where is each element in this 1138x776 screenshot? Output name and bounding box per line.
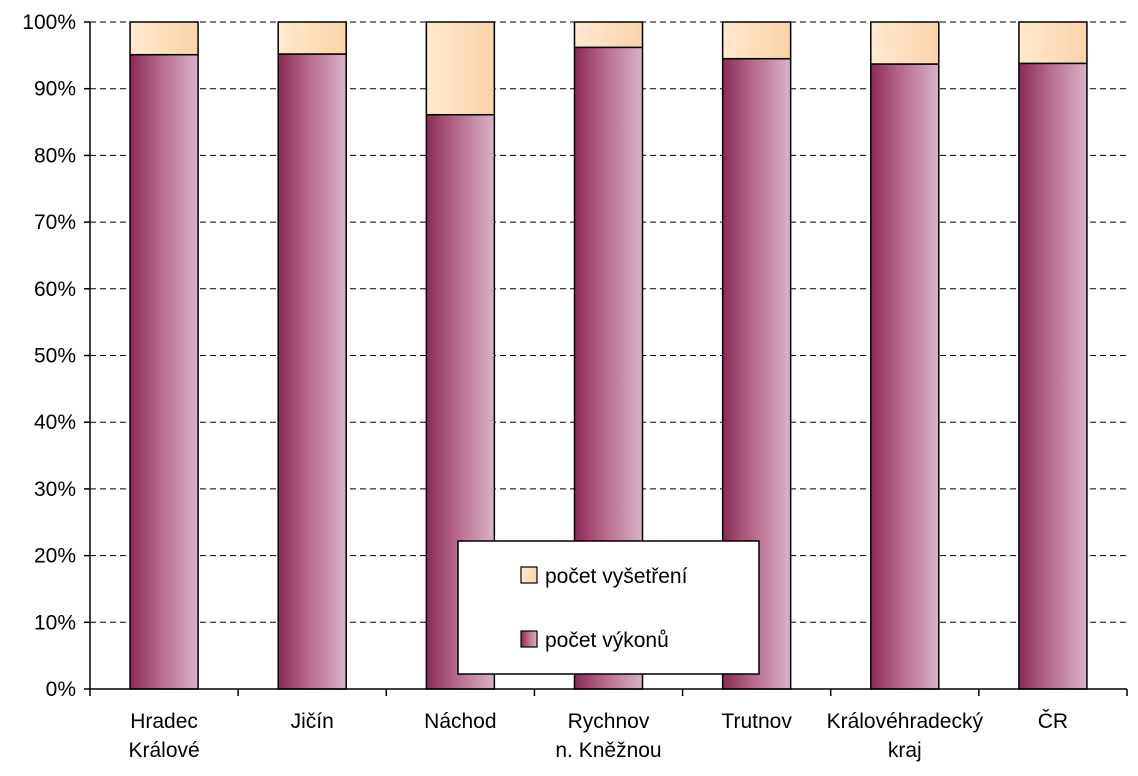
bar-segment-pocet-vysetreni bbox=[277, 21, 347, 55]
x-category-label: Jičín bbox=[291, 710, 334, 733]
x-category-label: Trutnov bbox=[721, 710, 792, 733]
bar-segment-pocet-vykonu bbox=[1018, 62, 1088, 690]
x-category-label: Rychnov bbox=[568, 710, 650, 733]
y-tick-label: 90% bbox=[34, 78, 76, 101]
y-tick-label: 70% bbox=[34, 211, 76, 234]
x-category-label: kraj bbox=[888, 739, 922, 762]
y-tick-label: 20% bbox=[34, 545, 76, 568]
bar-segment-pocet-vykonu bbox=[277, 53, 347, 690]
bar-segment-pocet-vysetreni bbox=[870, 21, 940, 65]
x-category-label: Králové bbox=[128, 739, 199, 762]
legend-swatch-vykonu bbox=[520, 630, 538, 648]
axes bbox=[84, 21, 1128, 696]
legend-box bbox=[457, 540, 760, 675]
x-category-label: Náchod bbox=[424, 710, 496, 733]
category-labels: Hradec Králové Jičín Náchod Rychnov n. Kněžno… bbox=[128, 710, 1068, 762]
grid-lines bbox=[90, 21, 1127, 623]
x-category-label: ČR bbox=[1038, 710, 1068, 733]
legend-swatch-vysetreni bbox=[520, 566, 538, 584]
tick-labels: 0% 10% 20% 30% 40% 50% 60% 70% 80% 90% 100% bbox=[22, 11, 76, 701]
y-tick-label: 50% bbox=[34, 345, 76, 368]
y-tick-label: 100% bbox=[22, 11, 76, 34]
x-category-label: Královéhradecký bbox=[827, 710, 984, 733]
bar-segment-pocet-vysetreni bbox=[1018, 21, 1088, 65]
legend-label-vysetreni: počet vyšetření bbox=[545, 565, 688, 588]
bar-segment-pocet-vykonu bbox=[129, 53, 199, 690]
bar-segment-pocet-vysetreni bbox=[573, 21, 644, 49]
bar-segment-pocet-vysetreni bbox=[721, 21, 792, 60]
y-tick-label: 60% bbox=[34, 278, 76, 301]
bar-segment-pocet-vysetreni bbox=[129, 21, 199, 56]
legend-label-vykonu: počet výkonů bbox=[545, 629, 669, 652]
y-tick-label: 10% bbox=[34, 611, 76, 634]
legend: počet vyšetření počet výkonů bbox=[457, 540, 760, 675]
y-tick-label: 30% bbox=[34, 478, 76, 501]
bar-segment-pocet-vysetreni bbox=[425, 21, 496, 116]
y-tick-label: 40% bbox=[34, 411, 76, 434]
y-tick-label: 0% bbox=[46, 678, 76, 701]
bar-segment-pocet-vykonu bbox=[870, 63, 940, 690]
x-category-label: Hradec bbox=[130, 710, 198, 733]
y-tick-label: 80% bbox=[34, 144, 76, 167]
x-category-label: n. Kněžnou bbox=[555, 739, 661, 762]
